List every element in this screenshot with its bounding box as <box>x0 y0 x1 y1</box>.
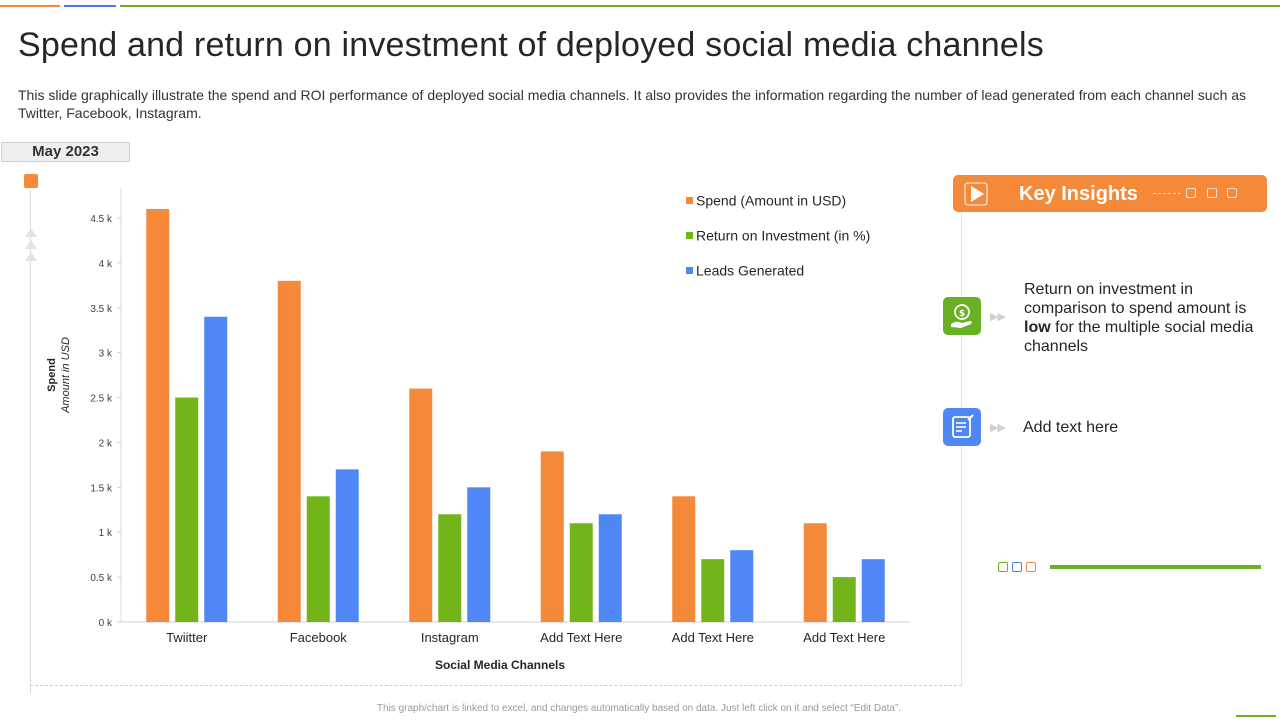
legend-label: Leads Generated <box>696 263 804 279</box>
insight-text-2: Add text here <box>1023 419 1119 436</box>
page-description: This slide graphically illustrate the sp… <box>18 87 1247 121</box>
x-tick-label: Add Text Here <box>540 630 622 645</box>
footer-note: This graph/chart is linked to excel, and… <box>376 703 902 714</box>
bar-chart: 0 k 0.5 k 1 k 1.5 k 2 k 2.5 k 3 k 3.5 k 4 k 4.5 k… <box>46 188 910 672</box>
bar-leads <box>467 487 491 622</box>
timeline-line <box>30 190 31 693</box>
legend-swatch <box>686 197 693 204</box>
bar-spend <box>409 388 433 622</box>
arrow-icon: ▶▶ <box>990 422 1006 434</box>
bar-spend <box>146 209 170 622</box>
deco-square-icon <box>1012 562 1022 572</box>
y-axis-title: Spend <box>46 358 58 392</box>
x-axis-title: Social Media Channels <box>435 658 565 672</box>
legend-label: Return on Investment (in %) <box>696 228 870 244</box>
bar-spend <box>540 451 564 622</box>
insight-text-1: Return on investment in comparison to sp… <box>1024 281 1254 355</box>
header-dash <box>1153 193 1181 194</box>
y-axis-subtitle: Amount in USD <box>60 337 72 414</box>
y-tick-label: 2.5 k <box>90 394 113 405</box>
top-accent-orange <box>0 5 60 7</box>
bar-return <box>306 496 330 622</box>
y-tick-label: 0.5 k <box>90 573 113 584</box>
y-tick-label: 0 k <box>99 618 113 629</box>
legend-swatch <box>686 232 693 239</box>
deco-line <box>1050 565 1261 569</box>
x-tick-label: Instagram <box>421 630 479 645</box>
deco-square-icon <box>998 562 1008 572</box>
x-tick-label: Twiitter <box>166 630 208 645</box>
top-accent-green <box>120 5 1280 7</box>
timeline-arrow-icon <box>25 240 37 249</box>
top-accent-blue <box>64 5 116 7</box>
bar-return <box>175 397 199 622</box>
y-tick-label: 4 k <box>99 259 113 270</box>
y-tick-label: 1.5 k <box>90 483 113 494</box>
bar-spend <box>672 496 696 622</box>
bar-spend <box>277 280 301 622</box>
chart-frame-right <box>961 210 962 686</box>
y-tick-label: 4.5 k <box>90 214 113 225</box>
key-insights-title: Key Insights <box>1019 183 1138 205</box>
bar-return <box>438 514 462 622</box>
x-tick-label: Add Text Here <box>803 630 885 645</box>
timeline-arrow-icon <box>25 252 37 261</box>
bar-return <box>701 559 725 622</box>
money-hand-icon: $ <box>943 297 981 335</box>
svg-text:$: $ <box>959 309 965 319</box>
header-square-icon <box>1227 188 1237 198</box>
legend-label: Spend (Amount in USD) <box>696 193 846 209</box>
y-tick-label: 3 k <box>99 349 113 360</box>
corner-accent <box>1236 715 1276 717</box>
chart-frame-bottom <box>30 685 962 686</box>
y-tick-label: 1 k <box>99 528 113 539</box>
bar-return <box>569 523 593 622</box>
key-insights-header: Key Insights <box>953 175 1267 212</box>
header-square-icon <box>1186 188 1196 198</box>
y-tick-label: 3.5 k <box>90 304 113 315</box>
bar-leads <box>204 316 228 622</box>
timeline-arrow-icon <box>25 228 37 237</box>
timeline-marker <box>24 174 38 188</box>
play-icon <box>964 182 988 206</box>
bar-leads <box>598 514 622 622</box>
page-title: Spend and return on investment of deploy… <box>18 26 1044 64</box>
bar-leads <box>335 469 359 622</box>
x-tick-label: Add Text Here <box>672 630 754 645</box>
bar-spend <box>803 523 827 622</box>
date-badge: May 2023 <box>1 142 130 162</box>
x-tick-label: Facebook <box>290 630 348 645</box>
notepad-icon <box>943 408 981 446</box>
legend-swatch <box>686 267 693 274</box>
header-square-icon <box>1207 188 1217 198</box>
deco-square-icon <box>1026 562 1036 572</box>
y-tick-label: 2 k <box>99 438 113 449</box>
arrow-icon: ▶▶ <box>990 311 1006 323</box>
bar-return <box>832 577 856 622</box>
bar-leads <box>730 550 754 622</box>
bar-leads <box>861 559 885 622</box>
